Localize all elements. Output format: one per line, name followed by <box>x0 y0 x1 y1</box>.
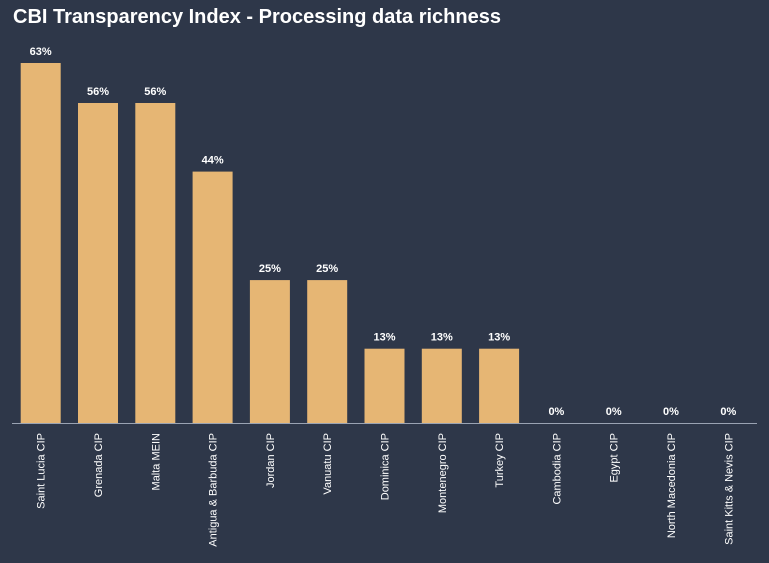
tick-label-antigua-barbuda-cip: Antigua & Barbuda CIP <box>208 433 220 547</box>
tick-label-montenegro-cip: Montenegro CIP <box>437 433 449 513</box>
value-label-jordan-cip: 25% <box>259 263 281 275</box>
bar-dominica-cip <box>364 348 405 423</box>
value-label-saint-kitts-nevis-cip: 0% <box>720 406 736 418</box>
chart-title: CBI Transparency Index - Processing data… <box>13 6 501 28</box>
bar-jordan-cip <box>249 280 290 423</box>
tick-label-vanuatu-cip: Vanuatu CIP <box>322 433 334 495</box>
value-label-north-macedonia-cip: 0% <box>663 406 679 418</box>
bar-montenegro-cip <box>421 348 462 423</box>
value-label-dominica-cip: 13% <box>373 332 395 344</box>
value-labels-group: 63% 56% 56% 44% 25% 25% 13% 13% 13% 0% 0% 0% 0% <box>30 46 737 418</box>
value-label-malta-mein: 56% <box>144 86 166 98</box>
tick-labels-group: Saint Lucia CIP Grenada CIP Malta MEIN Anti… <box>36 433 736 547</box>
tick-label-jordan-cip: Jordan CIP <box>265 433 277 488</box>
value-label-montenegro-cip: 13% <box>431 332 453 344</box>
tick-label-north-macedonia-cip: North Macedonia CIP <box>666 433 678 538</box>
bar-saint-lucia-cip <box>20 63 61 423</box>
tick-label-egypt-cip: Egypt CIP <box>609 433 621 483</box>
bars-group <box>20 63 520 423</box>
value-label-egypt-cip: 0% <box>606 406 622 418</box>
bar-vanuatu-cip <box>307 280 348 423</box>
value-label-saint-lucia-cip: 63% <box>30 46 52 58</box>
bar-antigua-barbuda-cip <box>192 171 233 423</box>
tick-label-grenada-cip: Grenada CIP <box>93 433 105 497</box>
value-label-antigua-barbuda-cip: 44% <box>202 155 224 167</box>
tick-label-malta-mein: Malta MEIN <box>150 433 162 491</box>
value-label-cambodia-cip: 0% <box>548 406 564 418</box>
tick-label-cambodia-cip: Cambodia CIP <box>551 433 563 505</box>
value-label-turkey-cip: 13% <box>488 332 510 344</box>
value-label-vanuatu-cip: 25% <box>316 263 338 275</box>
tick-label-dominica-cip: Dominica CIP <box>380 433 392 500</box>
bar-turkey-cip <box>479 348 520 423</box>
tick-label-saint-lucia-cip: Saint Lucia CIP <box>36 433 48 509</box>
value-label-grenada-cip: 56% <box>87 86 109 98</box>
bar-malta-mein <box>135 103 176 423</box>
bar-grenada-cip <box>78 103 118 423</box>
tick-label-turkey-cip: Turkey CIP <box>494 433 506 488</box>
tick-label-saint-kitts-nevis-cip: Saint Kitts & Nevis CIP <box>723 433 735 545</box>
